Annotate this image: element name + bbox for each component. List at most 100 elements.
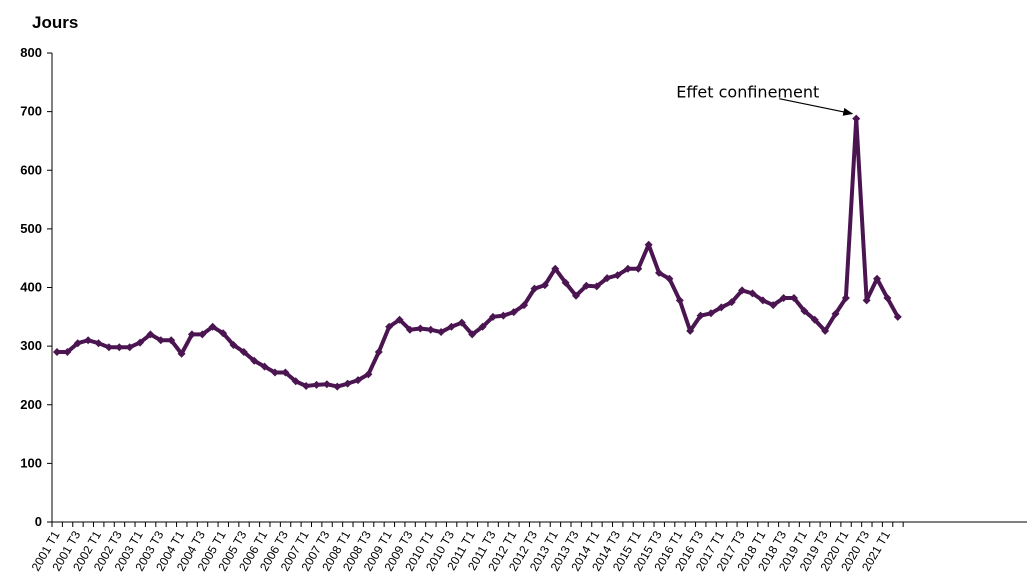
data-point xyxy=(893,312,902,321)
data-point xyxy=(156,336,165,345)
data-point xyxy=(727,298,736,307)
y-tick-label: 700 xyxy=(20,104,42,119)
data-point xyxy=(603,274,612,283)
annotations: Effet confinement xyxy=(676,83,854,116)
data-point xyxy=(841,294,850,303)
data-point xyxy=(540,281,549,290)
data-point xyxy=(167,336,176,345)
data-point xyxy=(84,336,93,345)
y-axis: 0 100 200 300 400 500 600 700 800 xyxy=(20,45,53,529)
data-point xyxy=(302,381,311,390)
data-point xyxy=(437,328,446,337)
data-point xyxy=(115,343,124,352)
data-point xyxy=(146,330,155,339)
data-point xyxy=(468,330,477,339)
data-point xyxy=(686,326,695,335)
data-point xyxy=(270,368,279,377)
data-point xyxy=(800,306,809,315)
data-point xyxy=(561,278,570,287)
y-tick-label: 300 xyxy=(20,338,42,353)
data-point xyxy=(208,322,217,331)
annotation-text: Effet confinement xyxy=(676,83,819,102)
data-point xyxy=(738,286,747,295)
data-point xyxy=(229,340,238,349)
data-point xyxy=(509,308,518,317)
data-point xyxy=(343,379,352,388)
data-point xyxy=(789,294,798,303)
data-point xyxy=(873,274,882,283)
data-point xyxy=(582,281,591,290)
series-area xyxy=(53,114,902,391)
data-point xyxy=(187,330,196,339)
data-point xyxy=(312,380,321,389)
data-point xyxy=(551,264,560,273)
data-point xyxy=(177,349,186,358)
data-point xyxy=(862,296,871,305)
data-point xyxy=(385,322,394,331)
data-point xyxy=(810,315,819,324)
data-point xyxy=(883,294,892,303)
data-point xyxy=(623,264,632,273)
y-tick-label: 100 xyxy=(20,455,42,470)
data-point xyxy=(416,324,425,333)
data-point xyxy=(250,356,259,365)
data-point xyxy=(94,339,103,348)
data-point xyxy=(457,318,466,327)
data-point xyxy=(333,382,342,391)
data-point xyxy=(675,296,684,305)
data-point xyxy=(364,370,373,379)
data-point xyxy=(634,264,643,273)
y-axis-label: Jours xyxy=(32,13,78,32)
data-point xyxy=(198,330,207,339)
data-point xyxy=(520,301,529,310)
data-point xyxy=(426,325,435,334)
annotation-arrow xyxy=(779,98,854,116)
data-point xyxy=(125,343,134,352)
data-point xyxy=(405,325,414,334)
data-point xyxy=(488,312,497,321)
data-point xyxy=(354,376,363,385)
data-point xyxy=(717,303,726,312)
data-point xyxy=(665,274,674,283)
data-point xyxy=(104,343,113,352)
data-point xyxy=(644,240,653,249)
y-tick-label: 800 xyxy=(20,45,42,60)
data-point xyxy=(499,311,508,320)
data-point xyxy=(478,322,487,331)
data-point xyxy=(696,311,705,320)
y-tick-label: 200 xyxy=(20,397,42,412)
data-point xyxy=(219,329,228,338)
data-point xyxy=(748,289,757,298)
data-point xyxy=(53,347,61,356)
data-point xyxy=(655,268,664,277)
y-tick-label: 400 xyxy=(20,280,42,295)
data-point xyxy=(260,362,269,371)
y-tick-label: 500 xyxy=(20,221,42,236)
data-point xyxy=(769,301,778,310)
data-point xyxy=(530,284,539,293)
data-point xyxy=(322,380,331,389)
data-point xyxy=(852,114,861,123)
data-point xyxy=(447,322,456,331)
data-point xyxy=(779,294,788,303)
data-point xyxy=(136,338,145,347)
data-point xyxy=(706,309,715,318)
y-tick-label: 0 xyxy=(35,514,42,529)
data-point xyxy=(592,282,601,291)
data-point xyxy=(758,296,767,305)
data-point xyxy=(831,309,840,318)
data-point xyxy=(572,291,580,300)
data-point xyxy=(291,377,300,386)
data-point xyxy=(395,315,404,324)
data-point xyxy=(63,347,72,356)
series-line xyxy=(57,116,900,389)
data-point xyxy=(821,326,830,335)
data-point xyxy=(239,347,248,356)
data-point xyxy=(613,271,622,280)
data-point xyxy=(374,347,383,356)
data-point xyxy=(73,339,82,348)
data-point xyxy=(281,368,290,377)
y-tick-label: 600 xyxy=(20,162,42,177)
